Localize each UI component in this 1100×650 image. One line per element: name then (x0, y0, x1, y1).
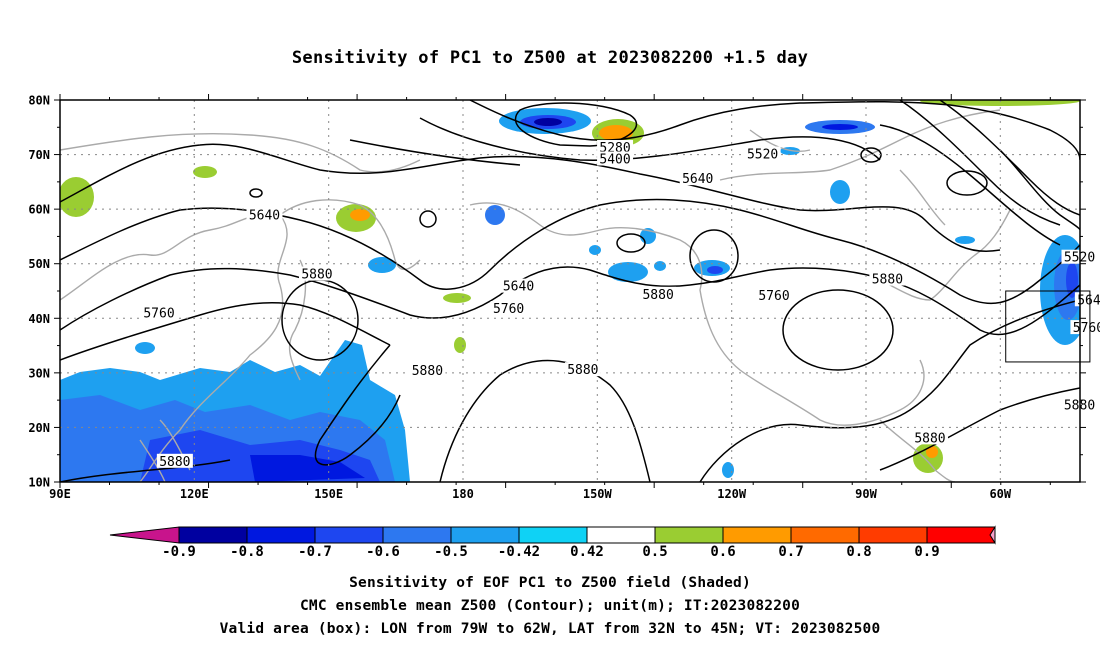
contour-label: 5880 (642, 288, 673, 303)
lon-label: 90W (855, 487, 877, 501)
colorbar-swatch (654, 526, 724, 544)
contour-label-bg (597, 140, 634, 155)
colorbar (109, 525, 996, 545)
contour-label-bg (156, 453, 193, 468)
contour-label: 5640 (503, 280, 534, 295)
contour-label-bg (911, 430, 948, 445)
contour-label: 5880 (872, 273, 903, 288)
lat-label: 40N (28, 312, 50, 326)
valid-area-box (1005, 290, 1091, 363)
colorbar-label: 0.9 (914, 544, 939, 560)
contour-label-bg (490, 301, 527, 316)
colorbar-label: -0.8 (230, 544, 264, 560)
colorbar-label: -0.5 (434, 544, 468, 560)
latitude-labels: 80N 70N 60N 50N 40N 30N 20N 10N (28, 94, 50, 490)
lon-label: 90E (49, 487, 71, 501)
colorbar-labels: -0.9 -0.8 -0.7 -0.6 -0.5 -0.42 0.42 0.5 … (162, 544, 940, 560)
colorbar-label: 0.6 (710, 544, 735, 560)
colorbar-swatch (722, 526, 792, 544)
contour-label-bg (597, 151, 634, 166)
contour-label-bg (679, 171, 716, 186)
lon-label: 60W (989, 487, 1011, 501)
lat-label: 10N (28, 476, 50, 490)
contour-label-bg (744, 146, 781, 161)
axis-ticks (54, 94, 1086, 488)
contour-label-bg (756, 287, 792, 302)
colorbar-high-end (989, 525, 996, 545)
colorbar-low-end (109, 526, 180, 544)
lon-label: 150W (583, 487, 613, 501)
lat-label: 20N (28, 421, 50, 435)
contour-label: 5760 (1073, 321, 1100, 336)
colorbar-swatch (178, 526, 248, 544)
contour-label: 5760 (143, 306, 174, 321)
longitude-labels: 90E 120E 150E 180 150W 120W 90W 60W (49, 487, 1012, 501)
contour-label-bg (1070, 320, 1100, 335)
contour-label-bg (869, 271, 906, 286)
contour-label-bg (500, 278, 537, 293)
contour-label: 5640 (682, 172, 713, 187)
contour-label: 5520 (747, 148, 778, 163)
contour-label-bg (298, 266, 335, 281)
contour-label: 5760 (493, 302, 524, 317)
contour-label: 5640 (249, 209, 280, 224)
lat-label: 70N (28, 148, 50, 162)
sensitivity-shading (60, 100, 1080, 482)
lon-label: 120W (717, 487, 747, 501)
colorbar-label: -0.7 (298, 544, 332, 560)
contour-labels: 5280540055205640564055205880564057605640… (141, 140, 1100, 470)
caption-shading: Sensitivity of EOF PC1 to Z500 field (Sh… (349, 575, 751, 591)
colorbar-label: -0.6 (366, 544, 400, 560)
colorbar-swatch (450, 526, 520, 544)
colorbar-swatch (382, 526, 452, 544)
contour-label: 5760 (758, 289, 789, 304)
contour-label-bg (1074, 292, 1100, 307)
lat-label: 50N (28, 257, 50, 271)
contour-label: 5880 (567, 363, 598, 378)
caption-valid-area: Valid area (box): LON from 79W to 62W, L… (219, 621, 881, 637)
colorbar-label: 0.8 (846, 544, 871, 560)
colorbar-label: -0.9 (162, 544, 196, 560)
contour-label: 5880 (159, 455, 190, 470)
contour-label-bg (141, 305, 178, 320)
z500-contours (60, 100, 1080, 482)
colorbar-label: 0.42 (570, 544, 604, 560)
contour-label: 5880 (914, 431, 945, 446)
lat-label: 60N (28, 203, 50, 217)
colorbar-label: -0.42 (498, 544, 540, 560)
caption-contour: CMC ensemble mean Z500 (Contour); unit(m… (299, 598, 801, 614)
contour-label: 5400 (599, 152, 630, 167)
contour-label-bg (246, 207, 283, 222)
grid-lines (60, 100, 1080, 482)
colorbar-swatch (858, 526, 928, 544)
colorbar-swatch (314, 526, 384, 544)
colorbar-label: 0.7 (778, 544, 803, 560)
contour-label: 5640 (1077, 293, 1100, 308)
lon-label: 150E (314, 487, 343, 501)
map-title: Sensitivity of PC1 to Z500 at 2023082200… (291, 48, 809, 68)
colorbar-swatch (586, 526, 656, 544)
valid-box-layer (1005, 290, 1091, 363)
colorbar-label: 0.5 (642, 544, 667, 560)
lon-label: 120E (180, 487, 209, 501)
lat-label: 80N (28, 94, 50, 108)
lon-label: 180 (452, 487, 474, 501)
colorbar-swatch (246, 526, 316, 544)
colorbar-swatch (518, 526, 588, 544)
contour-label-bg (409, 363, 446, 378)
contour-label-bg (640, 286, 677, 301)
lat-label: 30N (28, 366, 50, 380)
colorbar-swatch (926, 526, 996, 544)
contour-label: 5880 (412, 364, 443, 379)
contour-label-bg (564, 362, 601, 377)
contour-label: 5880 (301, 268, 332, 283)
colorbar-swatch (790, 526, 860, 544)
